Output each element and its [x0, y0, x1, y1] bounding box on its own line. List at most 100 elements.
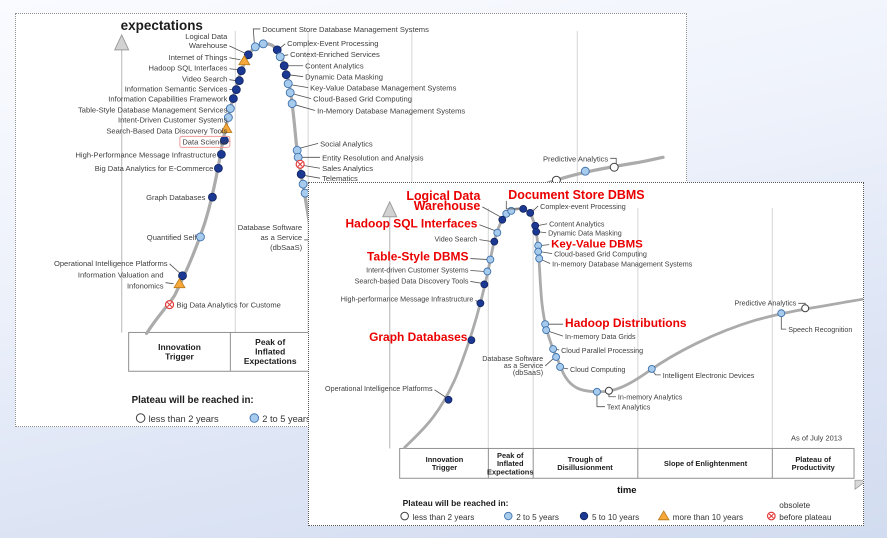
tech-label: Document Store DBMS — [508, 188, 644, 202]
tech-label: Search-based Data Discovery Tools — [355, 277, 469, 285]
label-connector — [302, 164, 321, 169]
tech-label: Video Search — [435, 236, 478, 244]
axis-arrow-icon — [381, 200, 398, 218]
tech-label: Database Software — [238, 223, 302, 232]
data-point-light — [223, 113, 233, 122]
label-connector — [434, 389, 447, 399]
label-connector — [470, 258, 489, 260]
data-point-dark — [214, 163, 223, 173]
tech-label: Intent-Driven Customer Systems — [118, 115, 228, 124]
label-connector — [229, 68, 239, 71]
data-point-dark — [236, 66, 246, 76]
data-point-dark — [519, 204, 528, 213]
data-point-light — [777, 309, 786, 318]
data-point-obsolete-icon — [766, 511, 776, 521]
label-connector — [229, 57, 241, 61]
tech-label: Intent-driven Customer Systems — [366, 266, 469, 274]
data-point-light — [507, 206, 516, 215]
data-point-white — [604, 386, 613, 395]
data-point-dark — [467, 336, 476, 344]
data-point-dark — [532, 227, 541, 236]
tech-label: Hadoop Distributions — [565, 316, 687, 330]
data-point-light — [283, 79, 293, 89]
label-connector — [470, 270, 486, 272]
data-point-light — [285, 88, 295, 98]
tech-label: Warehouse — [189, 41, 227, 50]
data-point-light — [504, 511, 513, 521]
phase-label: Inflated — [255, 347, 285, 357]
label-connector — [470, 281, 483, 284]
tech-label: Information Valuation and — [78, 271, 164, 280]
tech-label: Graph Databases — [369, 330, 468, 344]
data-point-light — [225, 104, 235, 113]
phase-label: Trigger — [165, 351, 194, 361]
tech-label: Table-Style Database Management Services — [78, 106, 228, 115]
tech-label: In-memory Database Management Systems — [552, 261, 693, 269]
phase-label: Trough of — [568, 455, 603, 464]
label-connector — [505, 200, 520, 210]
data-point-light — [549, 345, 558, 353]
time-arrow-icon — [854, 479, 863, 491]
tech-label: Key-Value DBMS — [551, 239, 643, 251]
data-point-dark — [217, 149, 226, 159]
data-point-light — [275, 52, 285, 62]
data-point-dark — [476, 299, 485, 308]
tech-label: Telematics — [322, 174, 358, 183]
axis-arrow-icon — [113, 33, 130, 51]
data-point-triangle-icon — [173, 277, 186, 289]
tech-label: Search-Based Data Discovery Tools — [106, 126, 227, 135]
tech-label: Graph Databases — [146, 193, 206, 202]
label-connector — [780, 314, 787, 330]
data-point-dark — [281, 70, 291, 80]
data-point-white — [609, 162, 619, 172]
tech-label: High-performance Message Infrastructure — [341, 295, 474, 303]
tech-label: Content Analytics — [305, 62, 364, 71]
tech-label: Table-Style DBMS — [367, 250, 468, 264]
data-point-triangle-icon — [238, 54, 251, 66]
tech-label: Cloud-Based Grid Computing — [313, 95, 412, 104]
expectations-axis-title: expectations — [121, 18, 203, 33]
label-connector — [165, 282, 174, 285]
phase-label: Inflated — [497, 459, 524, 468]
label-connector — [292, 93, 312, 99]
tech-label: Key-Value Database Management Systems — [310, 84, 456, 93]
data-point-light — [196, 232, 205, 242]
tech-label: Hadoop SQL Interfaces — [149, 64, 228, 73]
phase-band — [399, 447, 855, 479]
tech-label: Quantified Self — [147, 233, 198, 242]
hype-cycle-front-chart: Innovation Trigger Peak of Inflated Expectat… — [308, 182, 864, 526]
tech-label: Entity Resolution and Analysis — [322, 153, 424, 162]
tech-label: Cloud-based Grid Computing — [554, 251, 647, 259]
data-point-light — [258, 39, 268, 49]
label-connector — [294, 104, 316, 111]
legend-title: Plateau will be reached in: — [132, 395, 254, 406]
phase-label: Innovation — [158, 342, 201, 352]
data-point-light — [542, 326, 551, 335]
legend-item-label: 2 to 5 years — [262, 414, 311, 424]
tech-label: Video Search — [182, 75, 227, 84]
tech-label: Complex-Event Processing — [287, 39, 378, 48]
phase-label: Slope of Enlightenment — [664, 459, 748, 468]
legend-item-label: less than 2 years — [149, 414, 219, 424]
tech-label: Sales Analytics — [322, 164, 373, 173]
tech-label: as a Service — [504, 362, 543, 370]
data-point-dark — [444, 395, 453, 404]
tech-label: Data Science — [182, 137, 227, 146]
phase-label: Expectations — [487, 467, 533, 476]
legend-item-label: before plateau — [779, 513, 831, 522]
phase-label: Disillusionment — [557, 463, 613, 472]
tech-label: Cloud Computing — [570, 366, 625, 374]
label-connector — [548, 330, 564, 337]
tech-label: Content Analytics — [549, 221, 605, 229]
data-point-light — [535, 254, 544, 263]
tech-label: Warehouse — [414, 199, 481, 213]
tech-label: Dynamic Data Masking — [305, 73, 383, 82]
tech-label: In-Memory Database Management Systems — [317, 107, 465, 116]
phase-label: Peak of — [255, 337, 285, 347]
tech-label: Hadoop SQL Interfaces — [345, 217, 477, 231]
phase-label: Plateau of — [795, 455, 831, 464]
tech-label: Speech Recognition — [788, 326, 852, 334]
phase-label: Innovation — [426, 455, 464, 464]
